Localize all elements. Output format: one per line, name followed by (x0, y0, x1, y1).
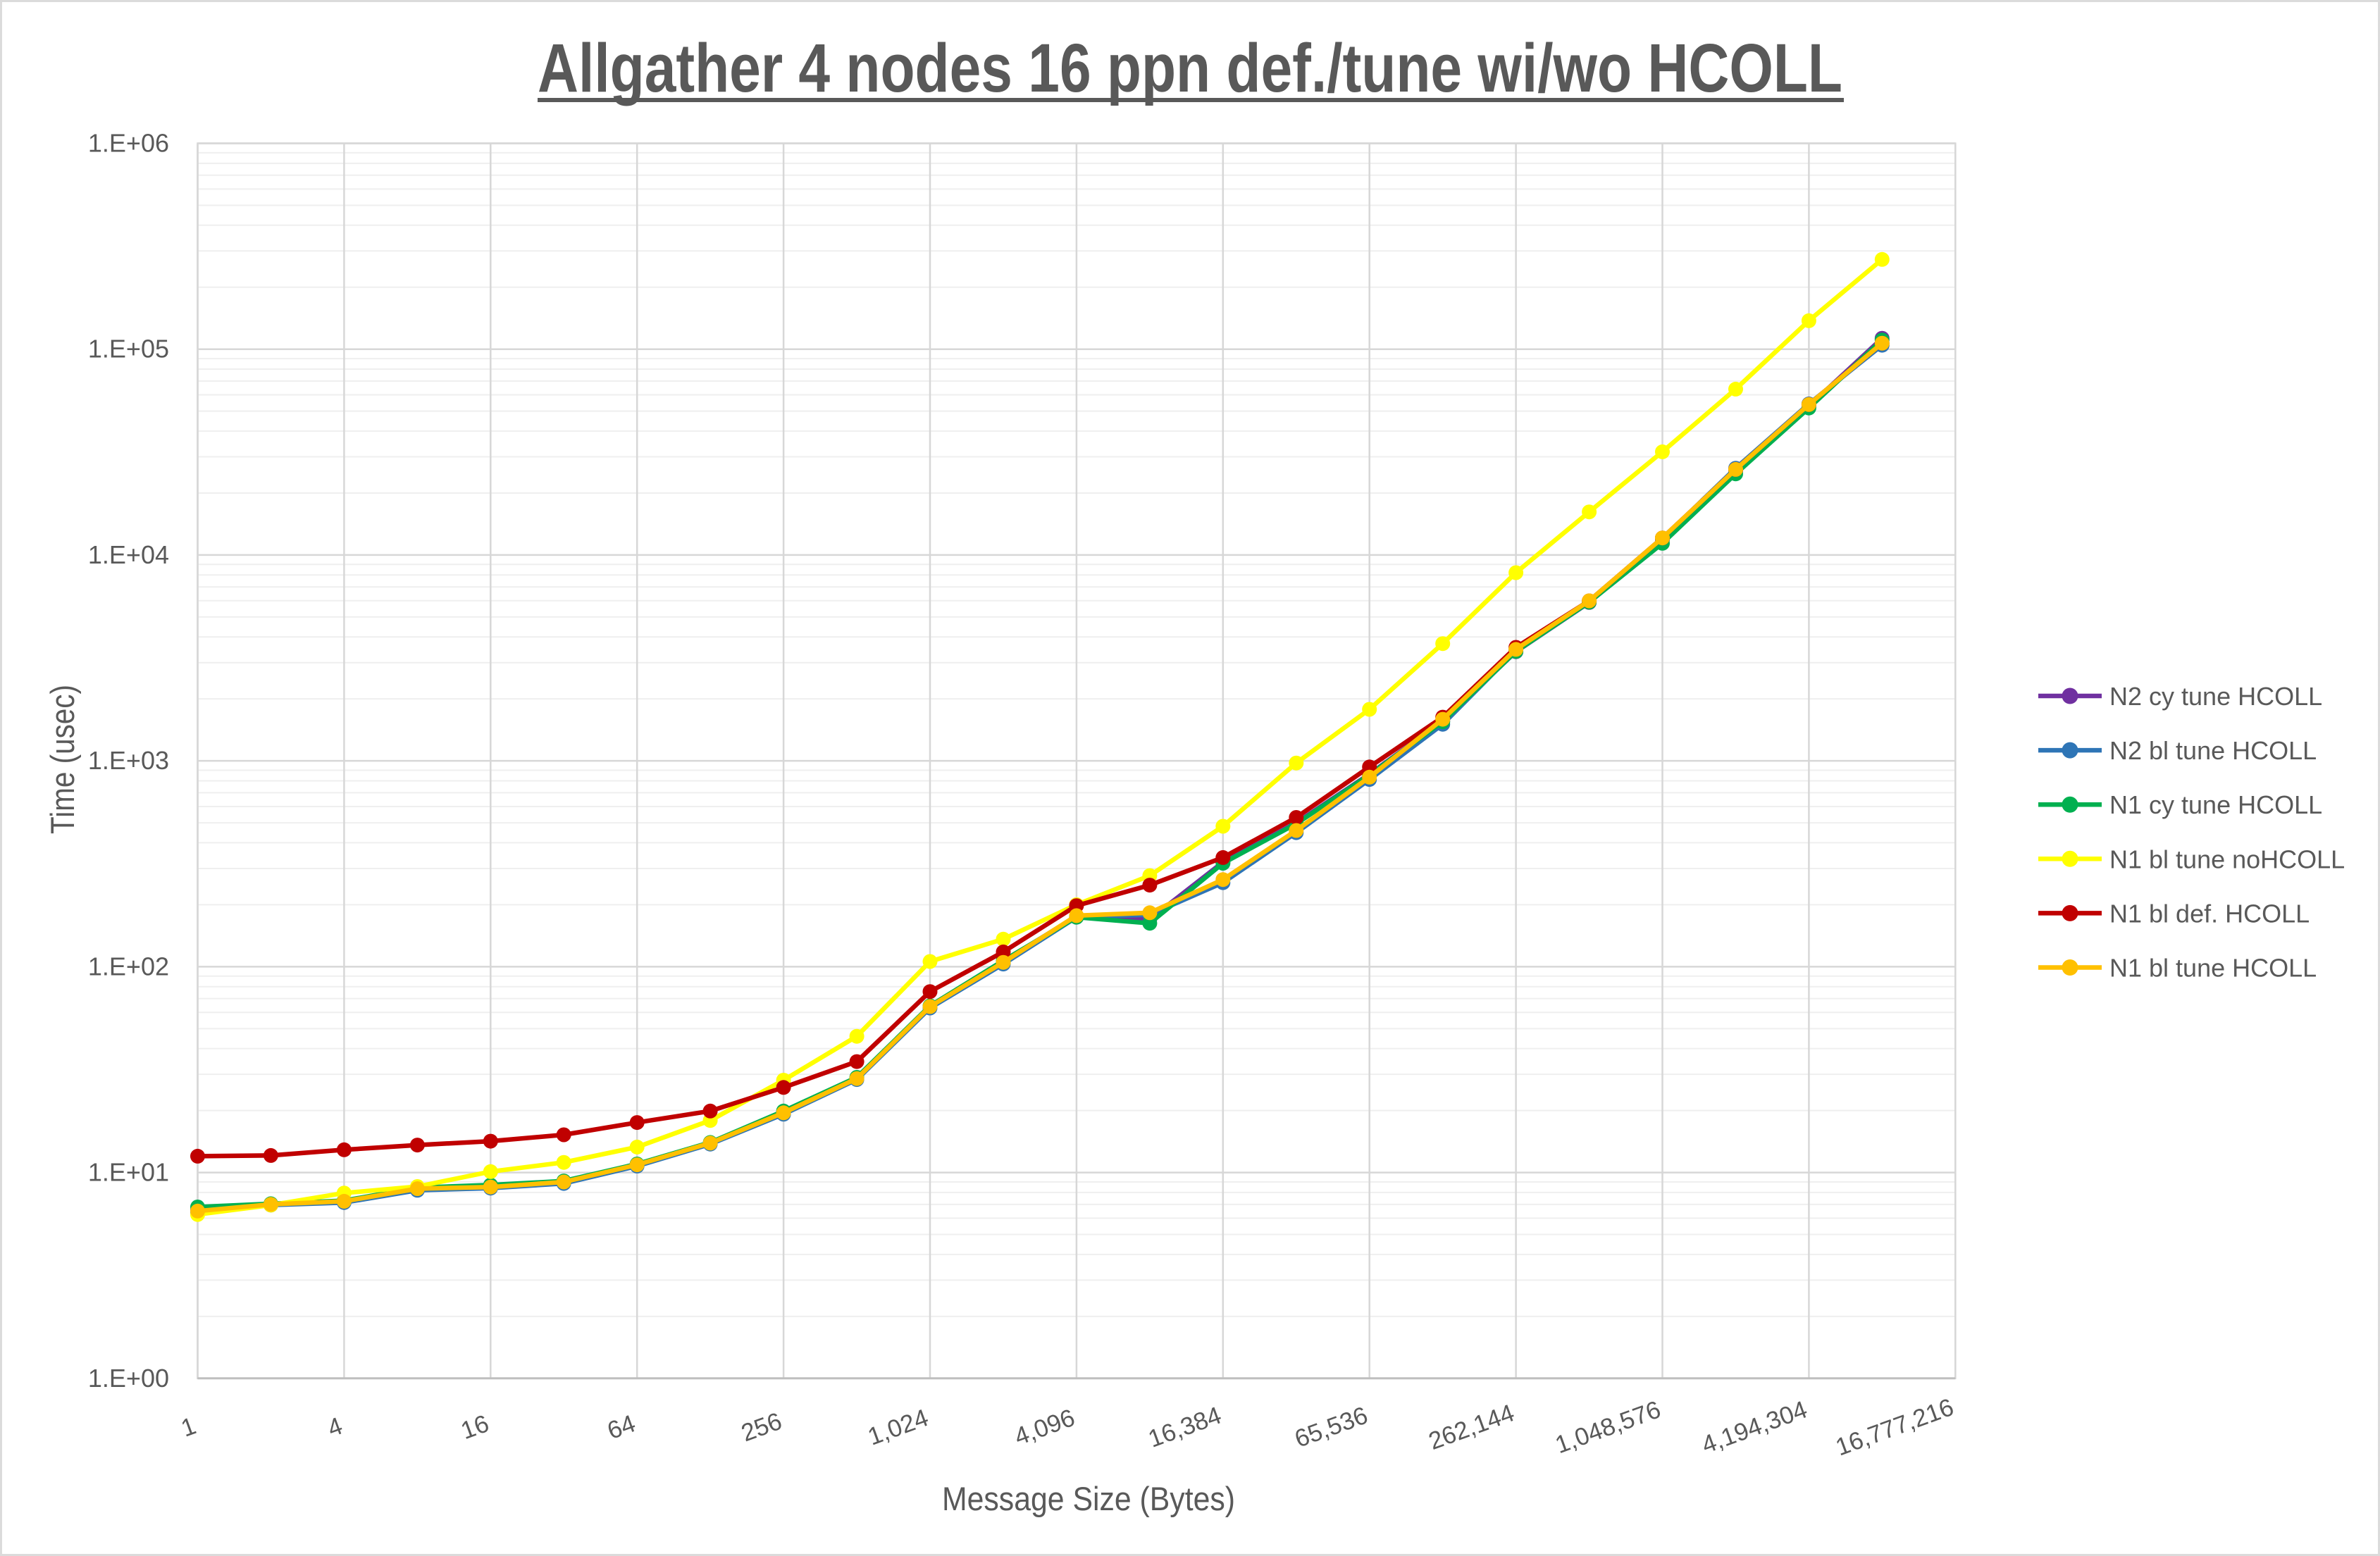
svg-text:Time (usec): Time (usec) (44, 685, 81, 834)
svg-text:N1 cy tune HCOLL: N1 cy tune HCOLL (2109, 790, 2322, 819)
svg-text:N2 bl tune HCOLL: N2 bl tune HCOLL (2109, 736, 2317, 765)
svg-text:1.E+01: 1.E+01 (88, 1158, 169, 1187)
svg-text:1.E+03: 1.E+03 (88, 746, 169, 775)
svg-text:N2 cy tune HCOLL: N2 cy tune HCOLL (2109, 682, 2322, 711)
svg-text:1.E+05: 1.E+05 (88, 335, 169, 363)
svg-text:1.E+00: 1.E+00 (88, 1364, 169, 1393)
svg-text:Allgather 4 nodes 16 ppn def./: Allgather 4 nodes 16 ppn def./tune wi/wo… (538, 30, 1842, 106)
svg-text:1.E+04: 1.E+04 (88, 540, 169, 569)
svg-text:N1 bl tune HCOLL: N1 bl tune HCOLL (2109, 954, 2317, 983)
svg-text:1.E+06: 1.E+06 (88, 129, 169, 158)
svg-text:N1 bl def. HCOLL: N1 bl def. HCOLL (2109, 899, 2310, 928)
svg-text:N1 bl tune noHCOLL: N1 bl tune noHCOLL (2109, 845, 2345, 873)
svg-text:Message Size (Bytes): Message Size (Bytes) (942, 1480, 1235, 1517)
svg-text:1.E+02: 1.E+02 (88, 952, 169, 981)
